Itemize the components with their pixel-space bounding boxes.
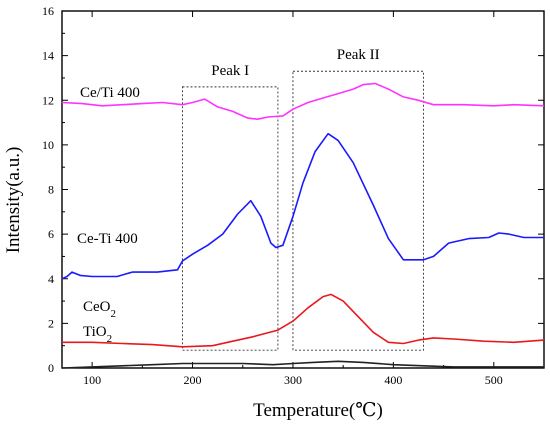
y-tick-label-6: 6 — [48, 227, 54, 241]
x-axis-label: Temperature(℃) — [253, 400, 383, 421]
x-tick-label-500: 500 — [485, 373, 503, 387]
series-label-3: TiO2 — [83, 324, 112, 345]
y-tick-label-16: 16 — [42, 4, 54, 18]
y-tick-label-14: 14 — [42, 49, 54, 63]
y-tick-label-8: 8 — [48, 183, 54, 197]
x-tick-label-300: 300 — [284, 373, 302, 387]
series-label-1: Ce-Ti 400 — [77, 231, 138, 247]
series-line-0 — [61, 82, 545, 120]
series-line-2 — [62, 293, 545, 348]
x-tick-label-200: 200 — [184, 373, 202, 387]
peak-label-2: Peak II — [337, 47, 380, 63]
peak-label-1: Peak I — [211, 63, 249, 79]
x-tick-label-100: 100 — [83, 373, 101, 387]
y-tick-label-0: 0 — [48, 361, 54, 375]
y-tick-label-10: 10 — [42, 138, 54, 152]
y-axis-label: Intensity(a.u.) — [3, 147, 24, 254]
plot-area: 0 2 4 6 8 10 12 14 16 100 200 300 400 500 Peak I Peak I… — [42, 4, 545, 387]
series-label-0: Ce/Ti 400 — [80, 85, 140, 101]
y-tick-label-12: 12 — [42, 93, 54, 107]
plot-frame — [61, 10, 545, 369]
series-line-1 — [61, 132, 544, 280]
x-tick-label-400: 400 — [384, 373, 402, 387]
series-label-2: CeO2 — [83, 299, 116, 320]
y-tick-label-2: 2 — [48, 316, 54, 330]
y-tick-label-4: 4 — [48, 272, 54, 286]
peak-box-2 — [292, 70, 424, 351]
peak-box-1 — [182, 86, 279, 351]
series-line-3 — [61, 360, 544, 369]
